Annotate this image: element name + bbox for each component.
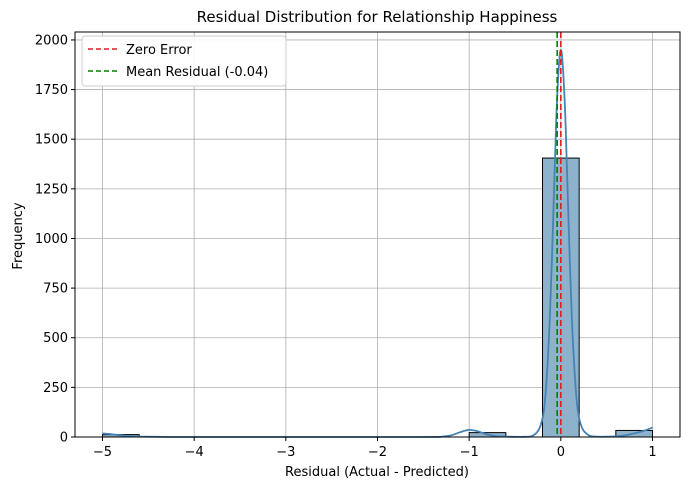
y-tick-label: 2000 [35,33,68,48]
x-tick-label: −2 [368,445,387,460]
reference-lines [556,32,562,437]
x-tick-label: −3 [276,445,295,460]
y-tick-label: 750 [43,282,68,297]
x-tick-label: 0 [557,445,565,460]
y-tick-label: 500 [43,331,68,346]
x-tick-label: −4 [185,445,204,460]
x-tick-label: 1 [648,445,656,460]
y-tick-label: 1500 [35,133,68,148]
y-tick-label: 1250 [35,182,68,197]
axis-ticks: −5 −4 −3 −2 −1 0 1 0 250 500 750 1000 1250 1500 1750 20… [35,33,657,460]
y-axis-label: Frequency [11,202,26,269]
y-tick-label: 1750 [35,83,68,98]
x-axis-label: Residual (Actual - Predicted) [285,465,469,480]
y-tick-label: 0 [60,431,68,446]
y-tick-label: 1000 [35,232,68,247]
legend: Zero Error Mean Residual (-0.04) [81,35,287,87]
chart-title: Residual Distribution for Relationship H… [197,8,558,26]
x-tick-label: −5 [93,445,112,460]
grid [75,32,680,438]
legend-label-mean-residual: Mean Residual (-0.04) [126,65,268,80]
y-tick-label: 250 [43,381,68,396]
x-tick-label: −1 [460,445,479,460]
legend-label-zero-error: Zero Error [126,43,192,58]
legend-box [81,35,287,87]
